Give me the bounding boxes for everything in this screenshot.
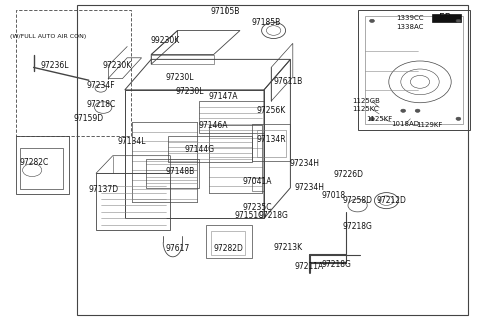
Bar	[96, 173, 170, 230]
Circle shape	[415, 109, 420, 112]
Text: 97230L: 97230L	[166, 73, 194, 82]
Text: FR.: FR.	[439, 13, 454, 23]
Text: 97218G: 97218G	[343, 222, 372, 231]
Text: (W/FULL AUTO AIR CON): (W/FULL AUTO AIR CON)	[10, 34, 86, 39]
Text: 97234H: 97234H	[295, 183, 324, 192]
Text: 1338AC: 1338AC	[396, 24, 424, 30]
Text: 97213K: 97213K	[274, 243, 302, 252]
Text: 97148B: 97148B	[166, 167, 194, 176]
Text: 97226D: 97226D	[333, 170, 363, 179]
Text: 97218G: 97218G	[259, 211, 288, 220]
Text: 97235C: 97235C	[242, 203, 272, 212]
Text: 97218C: 97218C	[86, 100, 115, 109]
Bar	[16, 10, 131, 136]
Text: 97212D: 97212D	[376, 196, 406, 205]
Circle shape	[370, 19, 374, 22]
Bar	[146, 159, 199, 188]
Text: 1339CC: 1339CC	[396, 15, 424, 21]
Bar	[77, 5, 468, 315]
Bar	[20, 148, 63, 189]
Text: 97282D: 97282D	[213, 244, 243, 253]
Text: 1125KF: 1125KF	[366, 116, 392, 122]
Bar	[199, 101, 264, 133]
Bar	[257, 130, 286, 157]
Bar	[358, 10, 470, 130]
Bar	[206, 225, 252, 258]
Bar	[252, 178, 264, 191]
Text: 97234F: 97234F	[86, 81, 115, 90]
Text: 97230K: 97230K	[103, 61, 132, 70]
Text: 99230K: 99230K	[151, 36, 180, 45]
Text: 97018: 97018	[322, 191, 346, 200]
Text: 97144G: 97144G	[184, 145, 214, 154]
Text: 97134L: 97134L	[118, 137, 146, 146]
Text: 1018AD: 1018AD	[392, 121, 420, 126]
Text: 97256K: 97256K	[257, 106, 286, 115]
Bar	[168, 136, 252, 162]
Text: 1125KC: 1125KC	[352, 106, 379, 112]
Text: 97211A: 97211A	[295, 262, 324, 271]
Circle shape	[456, 117, 461, 120]
Text: 97611B: 97611B	[274, 77, 302, 86]
Text: 97236L: 97236L	[41, 61, 70, 70]
Text: 97134R: 97134R	[256, 135, 286, 144]
Bar	[16, 136, 69, 194]
Text: 97137D: 97137D	[88, 185, 118, 194]
Text: 1125GB: 1125GB	[352, 98, 380, 104]
Text: 97185B: 97185B	[252, 18, 281, 27]
Text: 97234H: 97234H	[290, 159, 320, 168]
Text: 97282C: 97282C	[20, 158, 49, 167]
Text: 97230L: 97230L	[175, 87, 204, 96]
Text: 97041A: 97041A	[242, 177, 272, 186]
Text: 97258D: 97258D	[343, 196, 372, 205]
Circle shape	[401, 109, 406, 112]
Text: 1129KF: 1129KF	[417, 122, 443, 128]
Circle shape	[370, 117, 374, 120]
Text: 97146A: 97146A	[199, 121, 228, 130]
Bar	[365, 16, 463, 124]
Text: 97617: 97617	[166, 244, 190, 253]
Bar	[211, 231, 245, 255]
Text: 97105B: 97105B	[211, 7, 240, 16]
Bar	[252, 124, 290, 160]
Text: 97151C: 97151C	[235, 211, 264, 220]
Circle shape	[456, 19, 461, 22]
Polygon shape	[432, 14, 461, 22]
Text: 97218G: 97218G	[321, 260, 351, 269]
Text: 97147A: 97147A	[208, 92, 238, 101]
Text: 97159D: 97159D	[74, 114, 104, 123]
